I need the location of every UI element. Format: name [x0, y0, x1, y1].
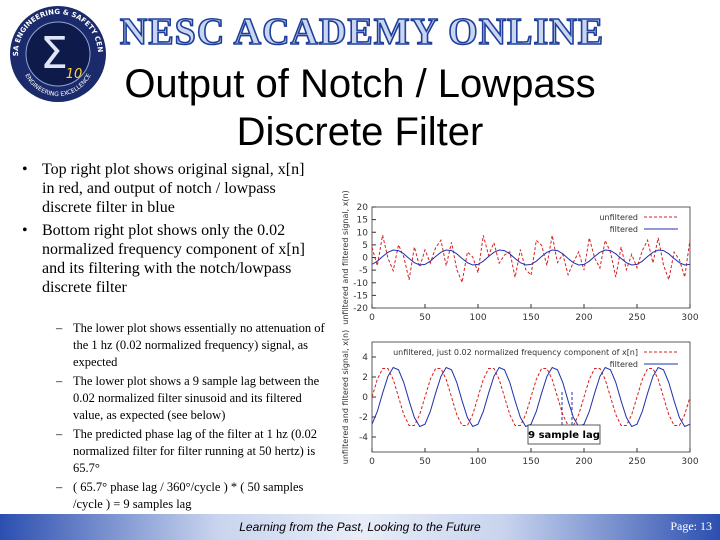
y-tick-label: -5: [359, 266, 368, 276]
plots: unfiltered and filtered signal, x(n) 2015…: [341, 190, 699, 467]
title-line: Discrete Filter: [236, 110, 484, 154]
footer-motto: Learning from the Past, Looking to the F…: [239, 520, 481, 534]
y-tick-label: 4: [362, 353, 368, 363]
x-tick-label: 300: [681, 457, 698, 467]
legend-label: filtered: [610, 360, 638, 369]
bullet: Top right plot shows original signal, x[…: [20, 160, 320, 217]
series-line: [371, 235, 691, 285]
series-line: [371, 366, 691, 428]
y-tick-label: -4: [359, 433, 368, 443]
sub-bullet: The predicted phase lag of the filter at…: [54, 426, 334, 477]
legend-label: filtered: [610, 225, 638, 234]
x-tick-label: 250: [628, 457, 645, 467]
y-tick-label: 2: [362, 373, 368, 383]
annotation: 9 sample lag: [528, 430, 600, 441]
x-tick-label: 0: [369, 457, 375, 467]
annotation-box: [527, 424, 601, 445]
y-tick-label: -20: [353, 304, 368, 314]
plot-frame: [371, 206, 691, 309]
y-tick-label: -2: [359, 413, 368, 423]
sub-bullet: The lower plot shows a 9 sample lag betw…: [54, 373, 334, 424]
y-axis-label: unfiltered and filtered signal, x(n): [341, 190, 350, 324]
sub-bullet: ( 65.7° phase lag / 360°/cycle ) * ( 50 …: [54, 479, 334, 513]
series-line: [371, 368, 691, 426]
y-tick-label: 20: [357, 203, 369, 213]
bullet: Bottom right plot shows only the 0.02 no…: [20, 221, 320, 297]
footer-bar: [0, 514, 720, 540]
x-tick-label: 100: [469, 313, 486, 323]
y-tick-label: 5: [362, 241, 368, 251]
sub-bullet-list: The lower plot shows essentially no atte…: [54, 320, 334, 515]
title-line: Output of Notch / Lowpass: [124, 62, 596, 106]
logo: NASA ENGINEERING & SAFETY CENTER ENGINEE…: [0, 0, 106, 102]
page-number: Page: 13: [670, 519, 712, 533]
y-tick-label: 0: [362, 254, 368, 264]
legend-label: unfiltered: [599, 213, 638, 222]
x-tick-label: 250: [628, 313, 645, 323]
x-tick-label: 200: [575, 457, 592, 467]
x-tick-label: 100: [469, 457, 486, 467]
logo-symbol: Σ: [40, 28, 68, 79]
sub-bullet: The lower plot shows essentially no atte…: [54, 320, 334, 371]
logo-core: [25, 21, 91, 87]
y-tick-label: -10: [353, 279, 368, 289]
y-tick-label: 15: [357, 216, 368, 226]
x-tick-label: 150: [522, 313, 539, 323]
x-tick-label: 50: [419, 313, 431, 323]
y-tick-label: 0: [362, 393, 368, 403]
brand: NESC ACADEMY ONLINE: [119, 10, 605, 54]
x-tick-label: 150: [522, 457, 539, 467]
logo-badge: 10: [66, 67, 83, 82]
y-axis-label: unfiltered and filtered signal, x(n): [341, 330, 350, 464]
y-tick-label: 10: [357, 228, 369, 238]
legend-label: unfiltered, just 0.02 normalized frequen…: [393, 348, 638, 357]
x-tick-label: 200: [575, 313, 592, 323]
y-tick-label: -15: [353, 291, 368, 301]
x-tick-label: 0: [369, 313, 375, 323]
bullet-list: Top right plot shows original signal, x[…: [20, 160, 320, 301]
x-tick-label: 50: [419, 457, 431, 467]
x-tick-label: 300: [681, 313, 698, 323]
series-line: [371, 249, 691, 266]
